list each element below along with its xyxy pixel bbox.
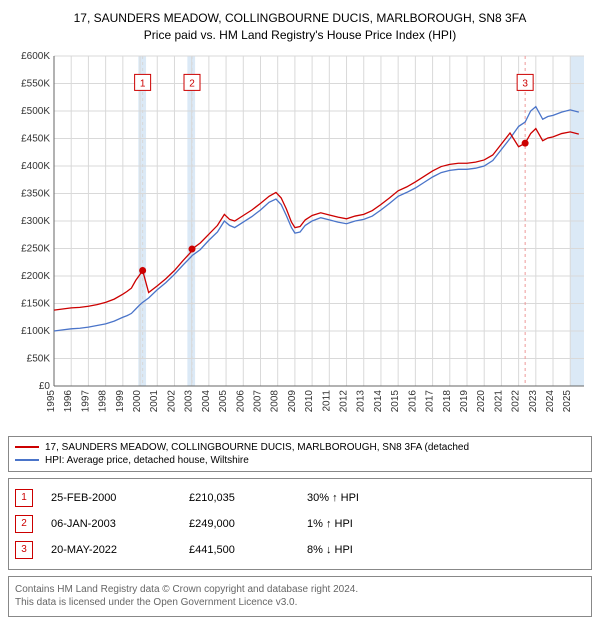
marker-price: £441,500: [189, 544, 289, 556]
svg-text:1998: 1998: [98, 389, 109, 412]
svg-text:2002: 2002: [166, 389, 177, 412]
svg-text:2017: 2017: [425, 389, 436, 412]
svg-text:2005: 2005: [218, 389, 229, 412]
svg-text:2001: 2001: [149, 389, 160, 412]
svg-text:3: 3: [522, 78, 528, 89]
svg-text:2021: 2021: [493, 389, 504, 412]
svg-text:2020: 2020: [476, 389, 487, 412]
legend-row: 17, SAUNDERS MEADOW, COLLINGBOURNE DUCIS…: [15, 441, 585, 454]
svg-text:2023: 2023: [528, 389, 539, 412]
chart-svg: £0£50K£100K£150K£200K£250K£300K£350K£400…: [8, 50, 592, 430]
svg-text:1999: 1999: [115, 389, 126, 412]
legend-label: HPI: Average price, detached house, Wilt…: [45, 455, 249, 466]
svg-text:2022: 2022: [511, 389, 522, 412]
title-line1: 17, SAUNDERS MEADOW, COLLINGBOURNE DUCIS…: [74, 11, 527, 25]
svg-text:2008: 2008: [270, 389, 281, 412]
svg-text:£250K: £250K: [21, 243, 50, 254]
svg-text:1995: 1995: [46, 389, 57, 412]
svg-text:2016: 2016: [407, 389, 418, 412]
marker-date: 06-JAN-2003: [51, 518, 171, 530]
svg-text:2004: 2004: [201, 389, 212, 412]
marker-row: 1 25-FEB-2000 £210,035 30% ↑ HPI: [15, 485, 585, 511]
legend-swatch: [15, 459, 39, 461]
svg-text:£100K: £100K: [21, 326, 50, 337]
marker-row: 2 06-JAN-2003 £249,000 1% ↑ HPI: [15, 511, 585, 537]
svg-text:2010: 2010: [304, 389, 315, 412]
marker-relative: 8% ↓ HPI: [307, 544, 407, 556]
marker-relative: 30% ↑ HPI: [307, 492, 407, 504]
svg-text:2014: 2014: [373, 389, 384, 412]
footer-line1: Contains HM Land Registry data © Crown c…: [15, 583, 585, 597]
svg-text:2013: 2013: [356, 389, 367, 412]
svg-text:2015: 2015: [390, 389, 401, 412]
svg-text:2007: 2007: [252, 389, 263, 412]
marker-price: £210,035: [189, 492, 289, 504]
svg-text:£500K: £500K: [21, 106, 50, 117]
svg-text:2018: 2018: [442, 389, 453, 412]
svg-text:£350K: £350K: [21, 188, 50, 199]
chart-title: 17, SAUNDERS MEADOW, COLLINGBOURNE DUCIS…: [8, 10, 592, 44]
svg-text:1997: 1997: [80, 389, 91, 412]
legend-label: 17, SAUNDERS MEADOW, COLLINGBOURNE DUCIS…: [45, 442, 469, 453]
marker-badge: 1: [15, 489, 33, 507]
marker-badge: 2: [15, 515, 33, 533]
svg-text:2025: 2025: [562, 389, 573, 412]
marker-date: 20-MAY-2022: [51, 544, 171, 556]
svg-text:2012: 2012: [339, 389, 350, 412]
marker-badge: 3: [15, 541, 33, 559]
svg-text:2006: 2006: [235, 389, 246, 412]
svg-text:£600K: £600K: [21, 51, 50, 62]
chart-area: £0£50K£100K£150K£200K£250K£300K£350K£400…: [8, 50, 592, 430]
svg-text:2011: 2011: [321, 389, 332, 411]
marker-row: 3 20-MAY-2022 £441,500 8% ↓ HPI: [15, 537, 585, 563]
svg-text:£450K: £450K: [21, 133, 50, 144]
svg-text:£550K: £550K: [21, 78, 50, 89]
svg-text:2024: 2024: [545, 389, 556, 412]
svg-text:£300K: £300K: [21, 216, 50, 227]
footer-line2: This data is licensed under the Open Gov…: [15, 596, 585, 610]
legend-swatch: [15, 446, 39, 448]
svg-text:£200K: £200K: [21, 271, 50, 282]
legend: 17, SAUNDERS MEADOW, COLLINGBOURNE DUCIS…: [8, 436, 592, 472]
svg-text:1996: 1996: [63, 389, 74, 412]
markers-table: 1 25-FEB-2000 £210,035 30% ↑ HPI 2 06-JAN-200…: [8, 478, 592, 570]
svg-text:1: 1: [140, 78, 146, 89]
svg-text:£400K: £400K: [21, 161, 50, 172]
title-line2: Price paid vs. HM Land Registry's House …: [144, 28, 456, 42]
legend-row: HPI: Average price, detached house, Wilt…: [15, 454, 585, 467]
svg-text:2003: 2003: [184, 389, 195, 412]
marker-date: 25-FEB-2000: [51, 492, 171, 504]
footer-attribution: Contains HM Land Registry data © Crown c…: [8, 576, 592, 617]
svg-text:2: 2: [189, 78, 195, 89]
svg-text:£50K: £50K: [27, 353, 51, 364]
svg-text:£150K: £150K: [21, 298, 50, 309]
marker-price: £249,000: [189, 518, 289, 530]
svg-text:2019: 2019: [459, 389, 470, 412]
svg-text:2009: 2009: [287, 389, 298, 412]
svg-text:2000: 2000: [132, 389, 143, 412]
marker-relative: 1% ↑ HPI: [307, 518, 407, 530]
